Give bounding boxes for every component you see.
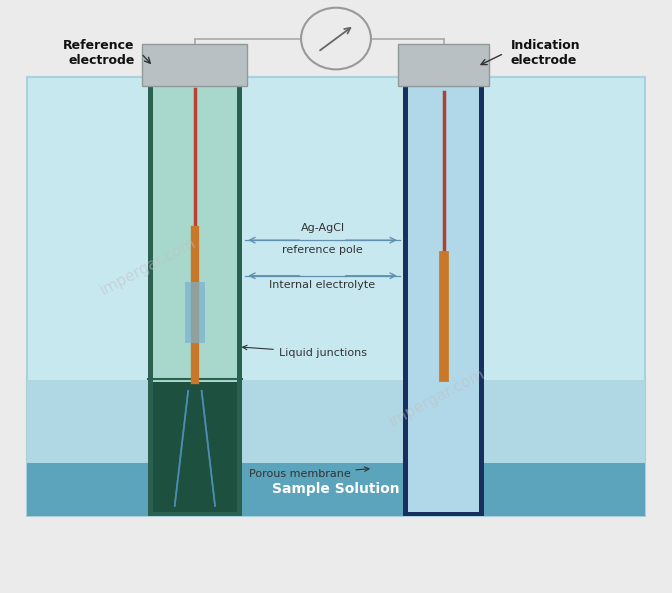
Text: impergar.com: impergar.com <box>386 366 487 429</box>
FancyBboxPatch shape <box>408 83 479 512</box>
Text: Porous membrane: Porous membrane <box>249 467 369 479</box>
FancyBboxPatch shape <box>27 77 645 516</box>
Text: Sample Solution: Sample Solution <box>272 482 400 496</box>
FancyBboxPatch shape <box>153 83 237 512</box>
Text: impergar.com: impergar.com <box>97 235 198 298</box>
FancyBboxPatch shape <box>403 83 484 516</box>
Text: Internal electrolyte: Internal electrolyte <box>269 280 376 291</box>
Text: reference pole: reference pole <box>282 245 363 255</box>
Text: Indication
electrode: Indication electrode <box>511 39 581 68</box>
FancyBboxPatch shape <box>153 382 237 512</box>
FancyBboxPatch shape <box>27 380 645 516</box>
FancyBboxPatch shape <box>398 44 489 86</box>
Text: Reference
electrode: Reference electrode <box>63 39 134 68</box>
FancyBboxPatch shape <box>185 282 205 343</box>
FancyBboxPatch shape <box>27 463 645 516</box>
FancyBboxPatch shape <box>142 44 247 86</box>
FancyBboxPatch shape <box>148 83 242 516</box>
Text: Ag-AgCl: Ag-AgCl <box>300 223 345 233</box>
Text: Liquid junctions: Liquid junctions <box>243 345 367 358</box>
